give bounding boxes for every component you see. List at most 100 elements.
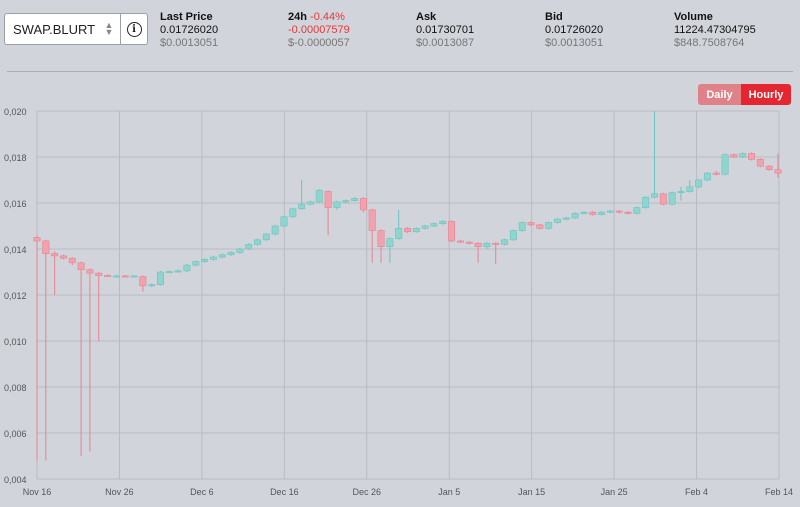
candle-body	[157, 271, 164, 285]
candle-body	[112, 275, 120, 278]
y-tick-label: 0,018	[4, 153, 27, 163]
info-button[interactable]: i	[120, 14, 147, 44]
candle-body	[130, 275, 138, 278]
y-tick-label: 0,004	[4, 475, 27, 485]
candle-body	[589, 211, 597, 215]
candle-body	[289, 208, 297, 218]
x-tick-label: Dec 16	[270, 487, 299, 497]
candle-body	[483, 242, 491, 248]
candle-body	[474, 242, 482, 248]
candle-body	[651, 193, 658, 198]
candle-body	[456, 240, 464, 243]
candle-body	[351, 198, 359, 201]
candle-body	[121, 275, 129, 278]
candle-body	[774, 169, 782, 174]
y-tick-label: 0,010	[4, 337, 27, 347]
candle-body	[721, 154, 729, 175]
stat-label: Ask	[416, 11, 437, 23]
market-select[interactable]: SWAP.BLURT	[5, 14, 98, 44]
candle-body	[765, 165, 773, 170]
candle-body	[33, 237, 41, 242]
candle-body	[104, 275, 112, 277]
bid-usd: $0.0013051	[545, 37, 604, 49]
candle-body	[527, 222, 535, 226]
candle-body	[42, 240, 50, 254]
candle-body	[562, 217, 570, 220]
stat-label: Volume	[674, 11, 713, 23]
change-24h-pct: -0.44%	[310, 11, 345, 23]
candle-body	[165, 271, 173, 274]
x-tick-label: Nov 26	[105, 487, 134, 497]
candle-body	[545, 222, 553, 229]
candle-body	[68, 257, 76, 264]
y-tick-label: 0,006	[4, 429, 27, 439]
candle-body	[324, 191, 332, 208]
change-24h-usd: $-0.0000057	[288, 37, 350, 49]
stat-24h: 24h -0.44% -0.00007579 $-0.0000057	[288, 11, 350, 50]
candle-body	[465, 241, 473, 244]
candle-body	[553, 218, 561, 223]
candle-body	[280, 216, 288, 227]
candle-body	[51, 253, 59, 257]
candle-body	[359, 198, 367, 211]
bid-value: 0.01726020	[545, 24, 604, 36]
candle-body	[95, 272, 103, 276]
candle-body	[333, 201, 341, 208]
candle-body	[192, 261, 200, 266]
stat-volume: Volume 11224.47304795 $848.7508764	[674, 11, 756, 50]
candle-body	[59, 255, 67, 259]
candle-body	[412, 228, 420, 233]
candle-body	[703, 172, 711, 181]
x-tick-label: Dec 26	[353, 487, 382, 497]
volume-usd: $848.7508764	[674, 37, 745, 49]
candle-body	[686, 186, 694, 192]
hourly-button[interactable]: Hourly	[741, 84, 791, 105]
chevron-up-down-icon[interactable]: ▲ ▼	[104, 20, 114, 37]
ask-usd: $0.0013087	[416, 37, 475, 49]
info-icon: i	[126, 21, 142, 37]
y-tick-label: 0,008	[4, 383, 27, 393]
market-selector[interactable]: SWAP.BLURT ▲ ▼ i	[4, 13, 148, 45]
candle-body	[262, 233, 270, 241]
candle-body	[148, 284, 156, 287]
change-24h-value: -0.00007579	[288, 24, 350, 36]
candle-body	[509, 230, 517, 241]
candle-body	[518, 222, 526, 231]
candle-body	[404, 228, 411, 233]
candle-body	[756, 159, 764, 167]
candle-body	[748, 153, 756, 160]
ask-value: 0.01730701	[416, 24, 475, 36]
y-tick-label: 0,012	[4, 291, 27, 301]
candle-body	[271, 225, 279, 235]
candle-body	[659, 193, 667, 205]
x-tick-label: Jan 25	[601, 487, 628, 497]
stat-bid: Bid 0.01726020 $0.0013051	[545, 11, 603, 50]
last-price-value: 0.01726020	[160, 24, 219, 36]
candle-body	[430, 223, 438, 227]
candle-body	[368, 209, 376, 231]
x-tick-label: Jan 15	[518, 487, 545, 497]
x-tick-label: Nov 16	[23, 487, 52, 497]
candle-body	[668, 192, 676, 205]
candle-body	[183, 264, 191, 272]
x-tick-label: Jan 5	[438, 487, 460, 497]
candle-body	[606, 210, 614, 213]
candle-body	[642, 196, 650, 208]
candle-body	[739, 153, 747, 158]
candle-body	[209, 256, 217, 260]
candle-body	[342, 200, 350, 203]
candle-body	[633, 207, 641, 214]
stat-last-price: Last Price 0.01726020 $0.0013051	[160, 11, 218, 50]
interval-toggle: Daily Hourly	[698, 84, 791, 105]
candle-body	[386, 238, 394, 247]
candle-body	[377, 230, 385, 248]
volume-value: 11224.47304795	[674, 24, 756, 36]
x-tick-label: Feb 14	[765, 487, 793, 497]
stat-label: Bid	[545, 11, 563, 23]
stat-label: Last Price	[160, 11, 213, 23]
daily-button[interactable]: Daily	[698, 84, 741, 105]
candle-body	[421, 225, 429, 229]
candle-body	[695, 179, 703, 188]
candle-body	[139, 276, 147, 287]
